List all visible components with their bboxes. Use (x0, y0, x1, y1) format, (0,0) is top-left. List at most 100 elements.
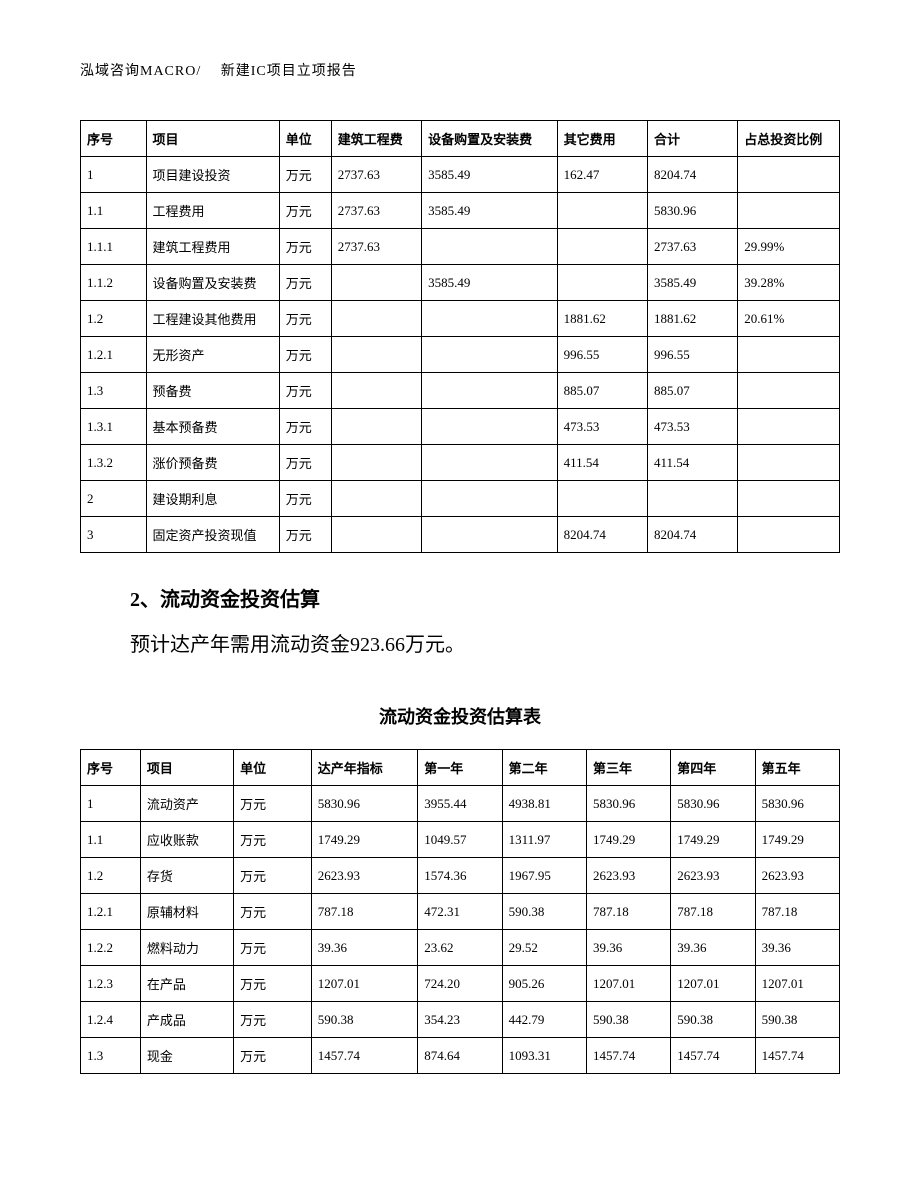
col-header-other: 其它费用 (557, 121, 647, 157)
table-cell: 万元 (234, 786, 312, 822)
table-cell: 万元 (279, 301, 331, 337)
table-cell: 万元 (234, 894, 312, 930)
table-row: 1.2.4产成品万元590.38354.23442.79590.38590.38… (81, 1002, 840, 1038)
table-cell: 473.53 (557, 409, 647, 445)
table-row: 1.3.1基本预备费万元473.53473.53 (81, 409, 840, 445)
table-cell: 1.2 (81, 858, 141, 894)
table-cell: 39.36 (671, 930, 755, 966)
col-header-y4: 第四年 (671, 750, 755, 786)
table2-title: 流动资金投资估算表 (80, 703, 840, 729)
table-cell: 1207.01 (586, 966, 670, 1002)
table-cell: 1457.74 (755, 1038, 839, 1074)
table-cell: 5830.96 (755, 786, 839, 822)
table-cell (738, 409, 840, 445)
table-cell (331, 301, 421, 337)
table-cell: 流动资产 (140, 786, 233, 822)
table-cell: 2623.93 (586, 858, 670, 894)
table-cell: 411.54 (647, 445, 737, 481)
table-cell: 3955.44 (418, 786, 502, 822)
table-cell: 1749.29 (671, 822, 755, 858)
table-row: 2建设期利息万元 (81, 481, 840, 517)
table-row: 1项目建设投资万元2737.633585.49162.478204.74 (81, 157, 840, 193)
table-cell (557, 193, 647, 229)
table-cell: 万元 (234, 858, 312, 894)
table-cell: 3 (81, 517, 147, 553)
table-cell: 724.20 (418, 966, 502, 1002)
table-cell (557, 229, 647, 265)
table-cell: 39.36 (586, 930, 670, 966)
table-header-row: 序号 项目 单位 达产年指标 第一年 第二年 第三年 第四年 第五年 (81, 750, 840, 786)
table-cell: 应收账款 (140, 822, 233, 858)
col-header-seq: 序号 (81, 121, 147, 157)
table-cell (738, 373, 840, 409)
table-cell: 1207.01 (755, 966, 839, 1002)
table-cell: 固定资产投资现值 (146, 517, 279, 553)
table-cell: 1.2.1 (81, 894, 141, 930)
table-row: 1.1应收账款万元1749.291049.571311.971749.29174… (81, 822, 840, 858)
table-cell (422, 517, 558, 553)
table-cell: 996.55 (557, 337, 647, 373)
table-cell: 5830.96 (311, 786, 418, 822)
table-row: 1.2.1无形资产万元996.55996.55 (81, 337, 840, 373)
table-cell: 1207.01 (311, 966, 418, 1002)
table-cell: 39.28% (738, 265, 840, 301)
table-cell: 建设期利息 (146, 481, 279, 517)
table-cell (331, 445, 421, 481)
table-cell: 885.07 (647, 373, 737, 409)
table-cell: 787.18 (586, 894, 670, 930)
table-cell: 1 (81, 157, 147, 193)
table-cell: 3585.49 (647, 265, 737, 301)
table-cell (331, 409, 421, 445)
table-cell: 2737.63 (331, 229, 421, 265)
table-row: 1.2存货万元2623.931574.361967.952623.932623.… (81, 858, 840, 894)
section-title: 2、流动资金投资估算 (130, 583, 840, 612)
table-cell: 1457.74 (586, 1038, 670, 1074)
table-row: 1.1工程费用万元2737.633585.495830.96 (81, 193, 840, 229)
table-header-row: 序号 项目 单位 建筑工程费 设备购置及安装费 其它费用 合计 占总投资比例 (81, 121, 840, 157)
table-row: 1.2.3在产品万元1207.01724.20905.261207.011207… (81, 966, 840, 1002)
table-cell: 1967.95 (502, 858, 586, 894)
table-cell (738, 337, 840, 373)
table-cell: 1.3.2 (81, 445, 147, 481)
col-header-unit: 单位 (279, 121, 331, 157)
table-cell: 1.3 (81, 1038, 141, 1074)
table-cell: 1.1 (81, 193, 147, 229)
col-header-target: 达产年指标 (311, 750, 418, 786)
table-cell: 1749.29 (755, 822, 839, 858)
table-row: 1.2.1原辅材料万元787.18472.31590.38787.18787.1… (81, 894, 840, 930)
table-cell: 1.2.1 (81, 337, 147, 373)
table-cell: 29.52 (502, 930, 586, 966)
table-cell: 万元 (279, 517, 331, 553)
table-cell: 1.3.1 (81, 409, 147, 445)
table-cell: 442.79 (502, 1002, 586, 1038)
table-cell: 4938.81 (502, 786, 586, 822)
table-cell: 885.07 (557, 373, 647, 409)
table-cell: 5830.96 (647, 193, 737, 229)
table-cell: 在产品 (140, 966, 233, 1002)
table-cell: 万元 (279, 481, 331, 517)
table-cell: 1457.74 (671, 1038, 755, 1074)
col-header-y1: 第一年 (418, 750, 502, 786)
table-cell: 39.36 (755, 930, 839, 966)
table-cell: 无形资产 (146, 337, 279, 373)
table-cell: 万元 (234, 1002, 312, 1038)
table-cell: 1093.31 (502, 1038, 586, 1074)
table-cell: 5830.96 (586, 786, 670, 822)
table-cell: 1.3 (81, 373, 147, 409)
table-cell: 1.1.1 (81, 229, 147, 265)
table-cell: 787.18 (671, 894, 755, 930)
table-cell: 万元 (279, 157, 331, 193)
table-cell: 354.23 (418, 1002, 502, 1038)
table-cell: 万元 (234, 822, 312, 858)
col-header-seq: 序号 (81, 750, 141, 786)
table-cell: 23.62 (418, 930, 502, 966)
col-header-y5: 第五年 (755, 750, 839, 786)
col-header-item: 项目 (146, 121, 279, 157)
table-cell (422, 229, 558, 265)
table-cell (331, 337, 421, 373)
table-cell (557, 265, 647, 301)
table-cell: 万元 (234, 930, 312, 966)
table-cell (738, 157, 840, 193)
table-cell: 基本预备费 (146, 409, 279, 445)
table-cell (331, 373, 421, 409)
